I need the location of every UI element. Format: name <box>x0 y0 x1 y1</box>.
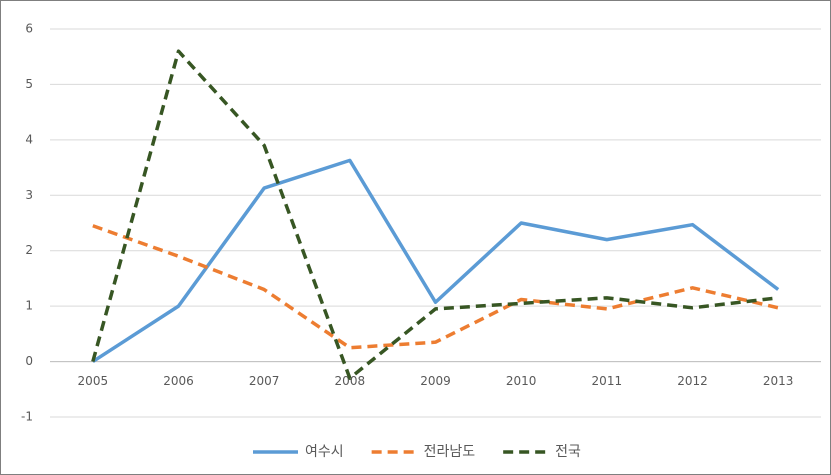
x-tick-label: 2012 <box>677 374 708 388</box>
y-tick-label: 1 <box>25 299 33 313</box>
legend-label: 여수시 <box>305 444 344 460</box>
y-tick-label: 3 <box>25 188 33 202</box>
y-tick-label: 0 <box>25 354 33 368</box>
legend-label: 전국 <box>555 444 581 460</box>
x-tick-label: 2011 <box>592 374 623 388</box>
x-tick-label: 2009 <box>420 374 451 388</box>
y-tick-label: 4 <box>25 132 33 146</box>
x-tick-label: 2008 <box>335 374 366 388</box>
y-tick-label: 6 <box>25 22 33 36</box>
x-tick-label: 2013 <box>763 374 794 388</box>
series-line <box>92 224 779 350</box>
x-tick-label: 2007 <box>249 374 280 388</box>
y-tick-label: 5 <box>25 77 33 91</box>
x-tick-label: 2006 <box>163 374 194 388</box>
y-tick-label: -1 <box>21 410 33 424</box>
series-line <box>91 49 779 380</box>
y-tick-label: 2 <box>25 243 33 257</box>
x-tick-label: 2010 <box>506 374 537 388</box>
legend: 여수시 전라남도 전국 <box>253 444 581 460</box>
x-tick-label: 2005 <box>78 374 109 388</box>
legend-label: 전라남도 <box>424 444 476 460</box>
